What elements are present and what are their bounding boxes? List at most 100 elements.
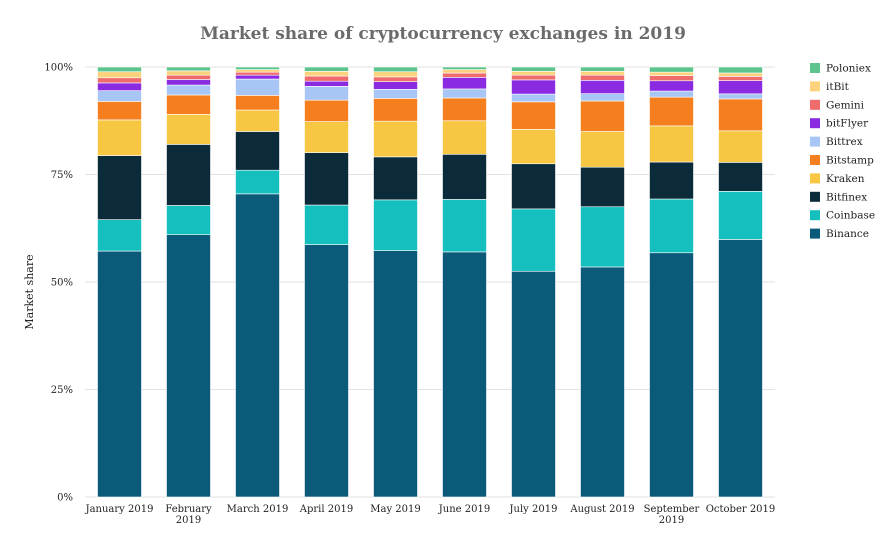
x-tick-label: March 2019 xyxy=(227,504,289,515)
bar-segment-poloniex xyxy=(442,66,487,70)
bar-segment-itbit xyxy=(649,71,694,76)
bar-segment-gemini xyxy=(166,74,211,80)
bar-segment-bitflyer xyxy=(649,80,694,92)
legend-label-poloniex: Poloniex xyxy=(826,63,871,75)
bar-segment-binance xyxy=(511,270,556,498)
bar-segment-bitflyer xyxy=(442,77,487,90)
bar-segment-bitstamp xyxy=(442,97,487,122)
bar-segment-poloniex xyxy=(649,66,694,73)
y-tick-label: 25% xyxy=(51,385,73,396)
bar-segment-bittrex xyxy=(373,89,418,99)
bar-segment-binance xyxy=(97,250,142,498)
x-tick-label: April 2019 xyxy=(299,504,353,515)
legend-swatch-bitflyer xyxy=(810,118,820,129)
legend: Poloniex itBit Gemini bitFlyer Bittrex Bitsta… xyxy=(810,63,875,240)
bar-segment-coinbase xyxy=(166,205,211,236)
bars xyxy=(97,66,763,498)
bar-segment-bitflyer xyxy=(511,79,556,95)
bar-segment-itbit xyxy=(235,69,280,73)
bar-segment-itbit xyxy=(442,69,487,74)
bar-segment-bittrex xyxy=(235,78,280,96)
bar-stack xyxy=(442,66,487,498)
bar-segment-bitstamp xyxy=(166,94,211,115)
bar-segment-binance xyxy=(718,239,763,498)
bar-segment-binance xyxy=(373,250,418,498)
bar-segment-bitflyer xyxy=(373,81,418,90)
bar-stack xyxy=(580,66,625,498)
bar-segment-poloniex xyxy=(373,66,418,73)
legend-label-bitfinex: Bitfinex xyxy=(826,191,867,203)
bar-segment-gemini xyxy=(373,76,418,82)
bar-segment-bitflyer xyxy=(304,80,349,87)
bar-segment-kraken xyxy=(373,120,418,158)
bar-segment-bitfinex xyxy=(511,163,556,210)
legend-label-coinbase: Coinbase xyxy=(826,210,875,222)
bar-segment-bittrex xyxy=(97,90,142,102)
bar-segment-bitfinex xyxy=(580,166,625,208)
bar-segment-coinbase xyxy=(511,208,556,272)
bar-segment-bittrex xyxy=(304,86,349,101)
y-axis-ticks: 0% 25% 50% 75% 100% xyxy=(44,63,73,504)
bar-segment-poloniex xyxy=(580,66,625,72)
bar-segment-kraken xyxy=(166,114,211,145)
bar-segment-binance xyxy=(580,266,625,498)
bar-segment-itbit xyxy=(580,71,625,76)
bar-segment-bitflyer xyxy=(166,79,211,86)
bar-stack xyxy=(373,66,418,498)
bar-segment-itbit xyxy=(511,71,556,76)
bar-segment-poloniex xyxy=(718,66,763,74)
bar-segment-gemini xyxy=(97,77,142,84)
bar-segment-bitflyer xyxy=(235,74,280,80)
bar-segment-bitflyer xyxy=(718,80,763,95)
y-tick-label: 75% xyxy=(51,170,73,181)
bar-stack xyxy=(97,66,142,498)
bar-segment-binance xyxy=(304,244,349,498)
bar-segment-bittrex xyxy=(166,84,211,96)
bar-segment-itbit xyxy=(166,70,211,76)
bar-segment-itbit xyxy=(304,71,349,77)
legend-label-bitstamp: Bitstamp xyxy=(826,155,874,167)
bar-segment-gemini xyxy=(235,71,280,76)
x-tick-label: January 2019 xyxy=(85,504,154,515)
bar-segment-bitstamp xyxy=(649,96,694,127)
legend-swatch-bittrex xyxy=(810,136,820,147)
bar-segment-coinbase xyxy=(373,199,418,251)
y-tick-label: 0% xyxy=(57,493,73,504)
x-tick-label: August 2019 xyxy=(569,504,634,515)
bar-segment-gemini xyxy=(580,74,625,81)
legend-swatch-bitfinex xyxy=(810,191,820,202)
legend-label-kraken: Kraken xyxy=(826,173,865,185)
legend-swatch-itbit xyxy=(810,81,820,92)
legend-swatch-coinbase xyxy=(810,210,820,221)
x-tick-label: May 2019 xyxy=(370,504,420,515)
bar-segment-bitfinex xyxy=(97,155,142,220)
bar-segment-bitstamp xyxy=(304,99,349,122)
bar-segment-bitfinex xyxy=(649,161,694,200)
bar-segment-kraken xyxy=(649,125,694,163)
bar-segment-coinbase xyxy=(718,191,763,240)
bar-segment-binance xyxy=(235,193,280,498)
legend-swatch-gemini xyxy=(810,99,820,110)
bar-segment-coinbase xyxy=(649,198,694,254)
bar-segment-bittrex xyxy=(442,88,487,99)
bar-segment-bitflyer xyxy=(580,80,625,94)
bar-segment-kraken xyxy=(97,119,142,156)
bar-segment-bitfinex xyxy=(304,152,349,206)
x-tick-label: September 2019 xyxy=(644,504,700,526)
bar-segment-bitfinex xyxy=(442,153,487,200)
y-axis-label: Market share xyxy=(23,254,36,329)
bar-segment-bitstamp xyxy=(373,98,418,122)
bar-segment-bitstamp xyxy=(235,95,280,111)
bar-segment-gemini xyxy=(718,76,763,81)
bar-segment-coinbase xyxy=(97,219,142,252)
bar-segment-itbit xyxy=(97,71,142,79)
bar-stack xyxy=(511,66,556,498)
bar-stack xyxy=(166,66,211,498)
bar-segment-binance xyxy=(442,251,487,498)
bar-segment-binance xyxy=(166,234,211,498)
bar-segment-bitfinex xyxy=(718,162,763,192)
bar-segment-coinbase xyxy=(442,199,487,253)
chart-title: Market share of cryptocurrency exchanges… xyxy=(200,24,686,44)
x-tick-label: February 2019 xyxy=(165,504,212,526)
bar-segment-poloniex xyxy=(511,66,556,72)
